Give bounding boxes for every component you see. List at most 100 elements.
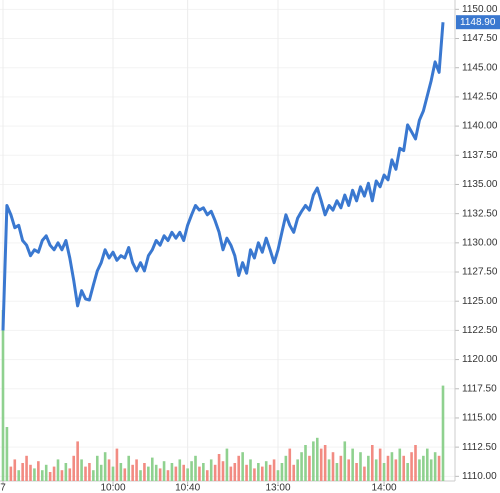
volume-bar [131, 464, 134, 481]
volume-bar [308, 455, 311, 481]
y-tick-label: 1142.50 [462, 92, 498, 103]
volume-bar [186, 468, 189, 481]
volume-bar [363, 466, 366, 481]
volume-bar [5, 427, 9, 481]
volume-bar [237, 455, 241, 481]
volume-bar [288, 448, 292, 481]
volume-bar [335, 463, 339, 481]
volume-bar [44, 464, 48, 481]
volume-bar [245, 464, 248, 481]
volume-bar [202, 463, 205, 481]
volume-bar [213, 464, 217, 481]
volume-bar [386, 455, 390, 481]
volume-bar [437, 455, 441, 481]
volume-bar [33, 468, 36, 481]
volume-bar [229, 466, 233, 481]
volume-bar [390, 452, 394, 481]
volume-bar [264, 461, 268, 481]
volume-bar [29, 464, 32, 481]
volume-bar [257, 463, 260, 481]
volume-bar [304, 445, 307, 481]
volume-bar [135, 459, 138, 481]
volume-bar [339, 455, 343, 481]
volume-bar [88, 463, 91, 481]
volume-bar [174, 466, 178, 481]
x-tick-label: 14:00 [372, 483, 397, 493]
volume-bar [347, 459, 351, 481]
volume-bar [260, 466, 264, 481]
volume-bar [1, 310, 5, 481]
volume-bar [40, 470, 44, 481]
volume-bar [48, 472, 52, 481]
y-tick-label: 1110.00 [462, 471, 497, 482]
volume-bar [56, 459, 60, 481]
volume-bar [95, 455, 99, 481]
volume-bar [374, 459, 378, 481]
volume-bar [154, 464, 158, 481]
y-tick-label: 1112.50 [462, 442, 497, 453]
volume-bar [80, 459, 83, 481]
volume-bar [127, 455, 131, 481]
volume-bar [198, 466, 201, 481]
volume-bar [378, 448, 382, 481]
volume-bar [119, 463, 123, 481]
volume-bar [382, 463, 386, 481]
volume-bar [68, 468, 72, 481]
volume-bar [209, 459, 213, 481]
last-price-box [456, 15, 500, 30]
volume-bar [367, 455, 370, 481]
volume-bar [25, 455, 28, 481]
volume-bar [107, 459, 111, 481]
volume-bar [359, 452, 362, 481]
volume-bar [343, 441, 347, 481]
volume-bar [17, 470, 21, 481]
volume-bar [115, 448, 119, 481]
volume-bar [194, 455, 197, 481]
volume-bar [433, 452, 437, 481]
volume-bar [272, 459, 276, 481]
volume-bar [162, 461, 166, 481]
volume-bar [300, 452, 303, 481]
y-tick-label: 1130.00 [462, 237, 498, 248]
volume-bar [441, 385, 445, 481]
volume-bar [143, 463, 146, 481]
volume-bar [402, 455, 406, 481]
volume-bar [241, 452, 244, 481]
y-tick-label: 1147.50 [462, 33, 498, 44]
volume-bar [331, 452, 335, 481]
volume-bar [52, 466, 56, 481]
volume-bar [327, 459, 331, 481]
volume-bar [414, 445, 417, 481]
volume-bar [276, 470, 280, 481]
volume-bar [398, 448, 402, 481]
y-tick-label: 1122.50 [462, 325, 498, 336]
volume-bar [64, 463, 68, 481]
last-price-label: 1148.90 [460, 17, 496, 28]
y-tick-label: 1117.50 [462, 383, 497, 394]
volume-bar [315, 437, 319, 481]
volume-bar [296, 459, 299, 481]
volume-bar [60, 470, 64, 481]
x-tick-label: 13:00 [265, 483, 290, 493]
volume-bar [351, 448, 354, 481]
x-tick-label: 10:40 [175, 483, 200, 493]
volume-bar [394, 459, 398, 481]
volume-bar [9, 466, 13, 481]
volume-bar [312, 441, 315, 481]
volume-bar [292, 464, 296, 481]
volume-bar [355, 463, 358, 481]
volume-bar [147, 466, 150, 481]
volume-bar [253, 468, 256, 481]
volume-bar [319, 448, 323, 481]
volume-bar [166, 470, 170, 481]
volume-bar [410, 452, 413, 481]
volume-bar [123, 468, 127, 481]
volume-bar [233, 463, 237, 481]
volume-bar [221, 461, 225, 481]
volume-bar [72, 455, 76, 481]
y-tick-label: 1150.00 [462, 4, 498, 15]
volume-bar [21, 463, 24, 481]
volume-bar [13, 459, 17, 481]
volume-bar [280, 463, 284, 481]
